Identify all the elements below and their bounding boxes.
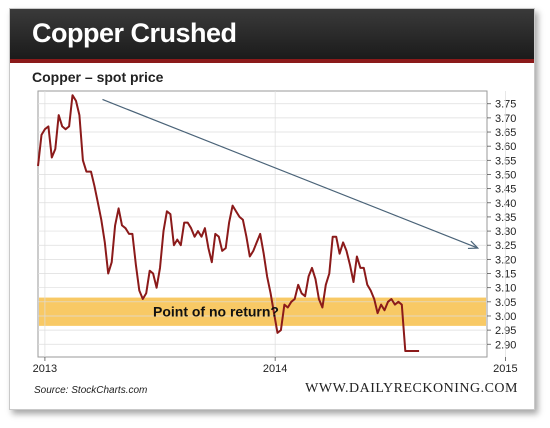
source-note: Source: StockCharts.com bbox=[34, 385, 148, 396]
x-tick-label: 2013 bbox=[33, 363, 57, 375]
brand-url: WWW.DAILYRECKONING.COM bbox=[305, 381, 518, 396]
band-label: Point of no return? bbox=[153, 304, 279, 320]
x-tick-label: 2014 bbox=[263, 363, 287, 375]
price-line bbox=[37, 94, 420, 352]
page-title: Copper Crushed bbox=[32, 18, 237, 48]
trend-arrow-head bbox=[467, 240, 480, 250]
no-return-band bbox=[39, 297, 486, 326]
header-bar: Copper Crushed bbox=[10, 9, 534, 63]
trend-arrow-line bbox=[102, 98, 479, 249]
chart-subtitle: Copper – spot price bbox=[32, 69, 164, 85]
x-tick-label: 2015 bbox=[493, 363, 517, 375]
